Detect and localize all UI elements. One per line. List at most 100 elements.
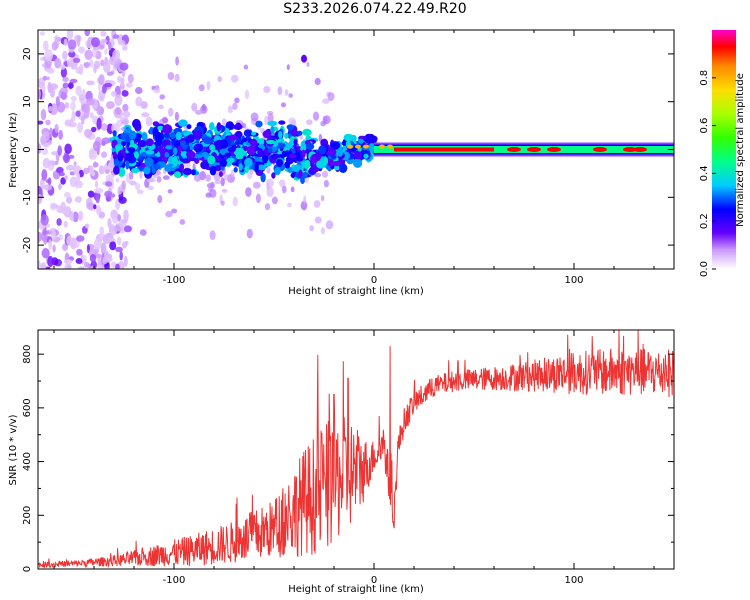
spectrogram-cell	[312, 111, 320, 121]
spectrogram-cell	[38, 260, 41, 269]
spectrogram-cell	[114, 94, 123, 106]
spectrogram-cell	[306, 119, 313, 125]
spectrogram-cell	[38, 143, 42, 154]
spectrogram-cell	[193, 173, 202, 182]
spectrogram-cell	[291, 148, 296, 154]
spectrogram-cell	[94, 237, 102, 250]
spectrogram-cell	[141, 132, 148, 142]
spectrogram-cell	[155, 132, 165, 143]
y-tick-label: -20	[22, 237, 33, 253]
spectrogram-cell	[84, 30, 90, 37]
spectrogram-cell	[108, 41, 112, 51]
colorbar: 0.0 0.2 0.4 0.6 0.8 Normalized spectral ampl…	[699, 30, 746, 277]
snr-series-line	[38, 330, 674, 569]
carrier-segment	[593, 147, 607, 152]
spectrogram-cell	[61, 209, 70, 215]
spectrogram-cell	[62, 50, 68, 60]
spectrogram-cell	[139, 229, 147, 236]
spectrogram-cell	[86, 98, 95, 106]
carrier-segment	[527, 147, 541, 152]
spectrogram-cell	[250, 112, 259, 122]
spectrogram-cell	[106, 174, 114, 182]
spectrogram-cell	[209, 230, 216, 240]
spectrogram-cell	[112, 217, 118, 224]
spectrogram-cell	[76, 35, 81, 48]
spectrogram-cell	[95, 204, 101, 216]
spectrogram-cell	[86, 244, 90, 254]
spectrogram-cell	[105, 181, 113, 187]
y-tick-label: -10	[22, 189, 33, 205]
spectrogram-cell	[111, 123, 120, 134]
spectrogram-cell	[270, 125, 275, 135]
spectrogram-cell	[41, 131, 50, 142]
spectrogram-cell	[302, 128, 312, 136]
spectrogram-cell	[246, 228, 253, 239]
spectrogram-cell	[68, 50, 76, 58]
spectrogram-cell	[41, 248, 50, 259]
spectrogram-cell	[115, 263, 120, 269]
spectrogram-cell	[368, 142, 376, 153]
spectrogram-cell	[277, 142, 286, 149]
spectrogram-cell	[287, 202, 292, 208]
spectrogram-cell	[48, 239, 53, 250]
spectrogram-cell	[68, 82, 74, 89]
spectrogram-cell	[125, 82, 133, 88]
spectrogram-cell	[293, 138, 298, 146]
spectrogram-cell	[186, 150, 196, 159]
spectrogram-cell	[337, 147, 344, 157]
spectrogram-cell	[72, 211, 79, 223]
spectrogram-cell	[229, 134, 238, 141]
spectrogram-cell	[247, 145, 256, 156]
spectrogram-cell	[65, 164, 75, 171]
spectrogram-cell	[257, 148, 264, 157]
x-tick-label: 100	[564, 275, 583, 286]
spectrogram-cell	[99, 226, 104, 236]
spectrogram-cell	[178, 119, 188, 127]
spectrogram-cell	[300, 200, 308, 211]
spectrogram-cell	[64, 102, 70, 109]
spectrogram-cell	[116, 236, 122, 246]
spectrogram-cell	[112, 49, 120, 61]
spectrogram-cell	[91, 126, 97, 133]
spectrogram-cell	[243, 129, 253, 137]
spectrogram-cell	[51, 228, 56, 241]
spectrogram-cell	[78, 46, 86, 54]
spectrogram-cell	[64, 263, 72, 269]
spectrogram-cell	[323, 179, 329, 188]
spectrogram-cell	[129, 180, 137, 186]
spectrogram-cell	[298, 169, 303, 179]
spectrogram-cell	[233, 167, 238, 173]
y-tick-label: 600	[22, 398, 33, 417]
spectrogram-cell	[363, 153, 369, 159]
spectrogram-cell	[227, 105, 233, 114]
spectrogram-cell	[96, 104, 102, 116]
spectrogram-cell	[77, 122, 83, 133]
spectrogram-cell	[40, 214, 49, 226]
carrier-onset	[355, 144, 361, 149]
spectrogram-cell	[75, 110, 81, 117]
spectrogram-cell	[127, 73, 134, 84]
spectrogram-cell	[69, 176, 78, 188]
spectrogram-cell	[288, 93, 294, 98]
spectrogram-cell	[302, 171, 308, 179]
spectrogram-cell	[227, 157, 235, 163]
spectrogram-cell	[98, 211, 105, 219]
spectrogram-cell	[243, 64, 249, 70]
spectrogram-cell	[198, 84, 205, 92]
spectrogram-cell	[109, 156, 115, 169]
spectrogram-cell	[47, 177, 52, 186]
x-tick-label: -100	[163, 575, 186, 586]
spectrogram-cell	[110, 209, 119, 221]
spectrogram-cell	[230, 74, 239, 83]
spectrogram-cell	[114, 106, 122, 115]
spectrogram-cell	[320, 195, 325, 202]
spectrogram-cell	[63, 220, 68, 228]
spectrogram-cell	[135, 86, 143, 95]
spectrogram-cell	[200, 160, 210, 170]
spectrogram-cell	[132, 118, 141, 129]
spectrogram-cell	[169, 132, 176, 140]
spectrogram-cell	[122, 44, 128, 51]
snr-y-ticks: 0 200 400 600 800	[22, 345, 674, 572]
spectrogram-cell	[171, 208, 178, 214]
